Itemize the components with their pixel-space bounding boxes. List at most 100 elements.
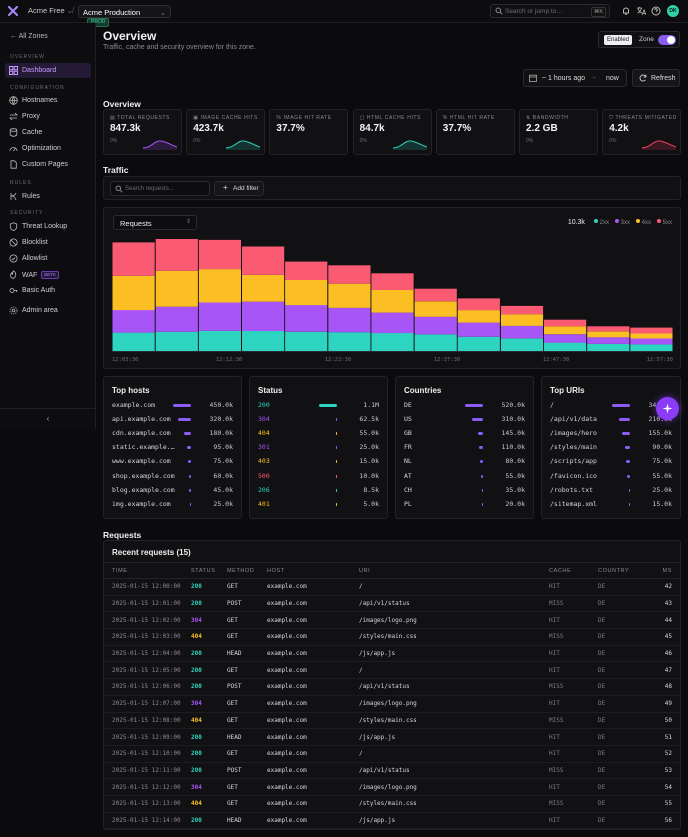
time-range-picker[interactable]: ~ 1 hours ago → now — [523, 69, 627, 87]
stat-card[interactable]: % HTML HIT RATE 37.7% — [435, 109, 515, 155]
list-item[interactable]: /robots.txt 25.0k — [550, 486, 672, 496]
bar-5xx[interactable] — [544, 319, 587, 327]
bar-2xx[interactable] — [587, 343, 630, 351]
list-item[interactable]: 401 5.0k — [258, 500, 379, 510]
bar-2xx[interactable] — [371, 333, 414, 351]
list-item[interactable]: cdn.example.com 180.0k — [112, 429, 233, 439]
bar-2xx[interactable] — [414, 334, 457, 351]
table-row[interactable]: 2025-01-15 12:12:00 304 GET example.com/ima… — [104, 778, 680, 796]
bar-4xx[interactable] — [544, 326, 587, 335]
list-item[interactable]: 500 10.0k — [258, 472, 379, 482]
list-item[interactable]: NL 80.0k — [404, 457, 525, 467]
column-header[interactable]: COUNTRY — [598, 562, 655, 579]
list-item[interactable]: /scripts/app 75.0k — [550, 457, 672, 467]
global-search[interactable]: Search or jump to… ⌘K — [490, 4, 610, 18]
bar-3xx[interactable] — [500, 325, 544, 339]
bar-3xx[interactable] — [457, 322, 500, 337]
bar-3xx[interactable] — [328, 308, 371, 333]
bar-3xx[interactable] — [285, 305, 328, 332]
sidebar-item-rules[interactable]: Rules — [5, 189, 91, 204]
bar-4xx[interactable] — [285, 280, 328, 306]
sidebar-item-admin-area[interactable]: Admin area — [5, 303, 91, 318]
column-header[interactable]: STATUS — [191, 562, 227, 579]
bar-5xx[interactable] — [112, 242, 155, 276]
stat-card[interactable]: ⛉ THREATS MITIGATED 4.2k 0% — [602, 109, 682, 155]
list-item[interactable]: /styles/main 90.0k — [550, 443, 672, 453]
sidebar-item-cache[interactable]: Cache — [5, 125, 91, 140]
bar-2xx[interactable] — [328, 332, 371, 351]
list-item[interactable]: DE 520.0k — [404, 401, 525, 411]
list-item[interactable]: www.example.com 75.0k — [112, 457, 233, 467]
bar-3xx[interactable] — [198, 302, 241, 331]
sidebar-item-optimization[interactable]: Optimization — [5, 141, 91, 156]
stat-card[interactable]: ▤ TOTAL REQUESTS 847.3k 0% — [103, 109, 182, 155]
bar-2xx[interactable] — [198, 330, 241, 351]
bar-5xx[interactable] — [242, 246, 285, 275]
bar-2xx[interactable] — [112, 332, 155, 351]
bar-4xx[interactable] — [198, 269, 241, 303]
bar-5xx[interactable] — [630, 327, 673, 334]
list-item[interactable]: /sitemap.xml 15.0k — [550, 500, 672, 510]
table-row[interactable]: 2025-01-15 12:04:00 200 HEAD example.com/js… — [104, 645, 680, 663]
bar-5xx[interactable] — [155, 239, 198, 271]
table-row[interactable]: 2025-01-15 12:05:00 200 GET example.com / HIT… — [104, 661, 680, 680]
bar-3xx[interactable] — [587, 337, 630, 344]
bar-5xx[interactable] — [198, 239, 241, 270]
column-header[interactable]: TIME — [104, 562, 191, 579]
zone-toggle[interactable] — [658, 35, 676, 45]
zone-selector[interactable]: Acme ProductionPROD ⌄ — [78, 5, 171, 27]
bar-2xx[interactable] — [630, 344, 673, 351]
list-item[interactable]: 206 8.5k — [258, 486, 379, 496]
list-item[interactable]: US 310.0k — [404, 415, 525, 425]
list-item[interactable]: /images/hero 155.0k — [550, 429, 672, 439]
list-item[interactable]: img.example.com 25.0k — [112, 500, 233, 510]
bar-3xx[interactable] — [630, 338, 673, 345]
stat-card[interactable]: ⇅ BANDWIDTH 2.2 GB 0% — [519, 109, 598, 155]
list-item[interactable]: api.example.com 320.0k — [112, 415, 233, 425]
list-item[interactable]: AT 55.0k — [404, 472, 525, 482]
list-item[interactable]: CH 35.0k — [404, 486, 525, 496]
table-row[interactable]: 2025-01-15 12:14:00 200 HEAD example.com/js… — [104, 812, 680, 829]
translate-icon[interactable] — [636, 6, 646, 16]
column-header[interactable]: MS — [655, 562, 680, 579]
column-header[interactable]: CACHE — [549, 562, 598, 579]
bar-3xx[interactable] — [155, 306, 198, 332]
bar-3xx[interactable] — [242, 301, 285, 331]
table-row[interactable]: 2025-01-15 12:01:00 200 POST example.com/ap… — [104, 595, 680, 613]
bar-4xx[interactable] — [587, 331, 630, 338]
list-item[interactable]: GB 145.0k — [404, 429, 525, 439]
bar-5xx[interactable] — [285, 261, 328, 280]
table-row[interactable]: 2025-01-15 12:02:00 304 GET example.com/ima… — [104, 611, 680, 630]
bar-2xx[interactable] — [285, 331, 328, 351]
list-item[interactable]: 200 1.1M — [258, 401, 379, 411]
table-row[interactable]: 2025-01-15 12:00:00 200 GET example.com / HIT… — [104, 578, 680, 596]
bar-2xx[interactable] — [544, 342, 587, 351]
bar-3xx[interactable] — [112, 310, 155, 333]
list-item[interactable]: 403 15.0k — [258, 457, 379, 467]
bar-4xx[interactable] — [371, 290, 414, 313]
bar-4xx[interactable] — [328, 283, 371, 308]
stat-card[interactable]: ▣ IMAGE CACHE HITS 423.7k 0% — [186, 109, 266, 155]
list-item[interactable]: blog.example.com 45.0k — [112, 486, 233, 496]
request-search-input[interactable]: Search requests... — [110, 181, 210, 196]
list-item[interactable]: 404 55.0k — [258, 429, 379, 439]
sidebar-item-custom-pages[interactable]: Custom Pages — [5, 157, 91, 172]
bar-3xx[interactable] — [371, 312, 414, 334]
table-row[interactable]: 2025-01-15 12:07:00 304 GET example.com/ima… — [104, 695, 680, 713]
list-item[interactable]: /api/v1/data 210.0k — [550, 415, 672, 425]
bar-3xx[interactable] — [414, 316, 457, 335]
sidebar-item-dashboard[interactable]: Dashboard — [5, 63, 91, 78]
list-item[interactable]: static.example.… 95.0k — [112, 443, 233, 453]
bar-5xx[interactable] — [587, 326, 630, 332]
table-row[interactable]: 2025-01-15 12:03:00 404 GET example.com/sty… — [104, 628, 680, 646]
avatar[interactable]: DK — [667, 5, 679, 17]
list-item[interactable]: FR 110.0k — [404, 443, 525, 453]
list-item[interactable]: 304 62.5k — [258, 415, 379, 425]
refresh-button[interactable]: Refresh — [632, 69, 680, 87]
bar-2xx[interactable] — [457, 336, 500, 351]
metric-selector[interactable]: Requests ⇕ — [113, 215, 197, 230]
sidebar-item-hostnames[interactable]: Hostnames — [5, 93, 91, 108]
bar-5xx[interactable] — [328, 265, 371, 284]
bell-icon[interactable] — [621, 6, 631, 16]
bar-4xx[interactable] — [112, 275, 155, 311]
